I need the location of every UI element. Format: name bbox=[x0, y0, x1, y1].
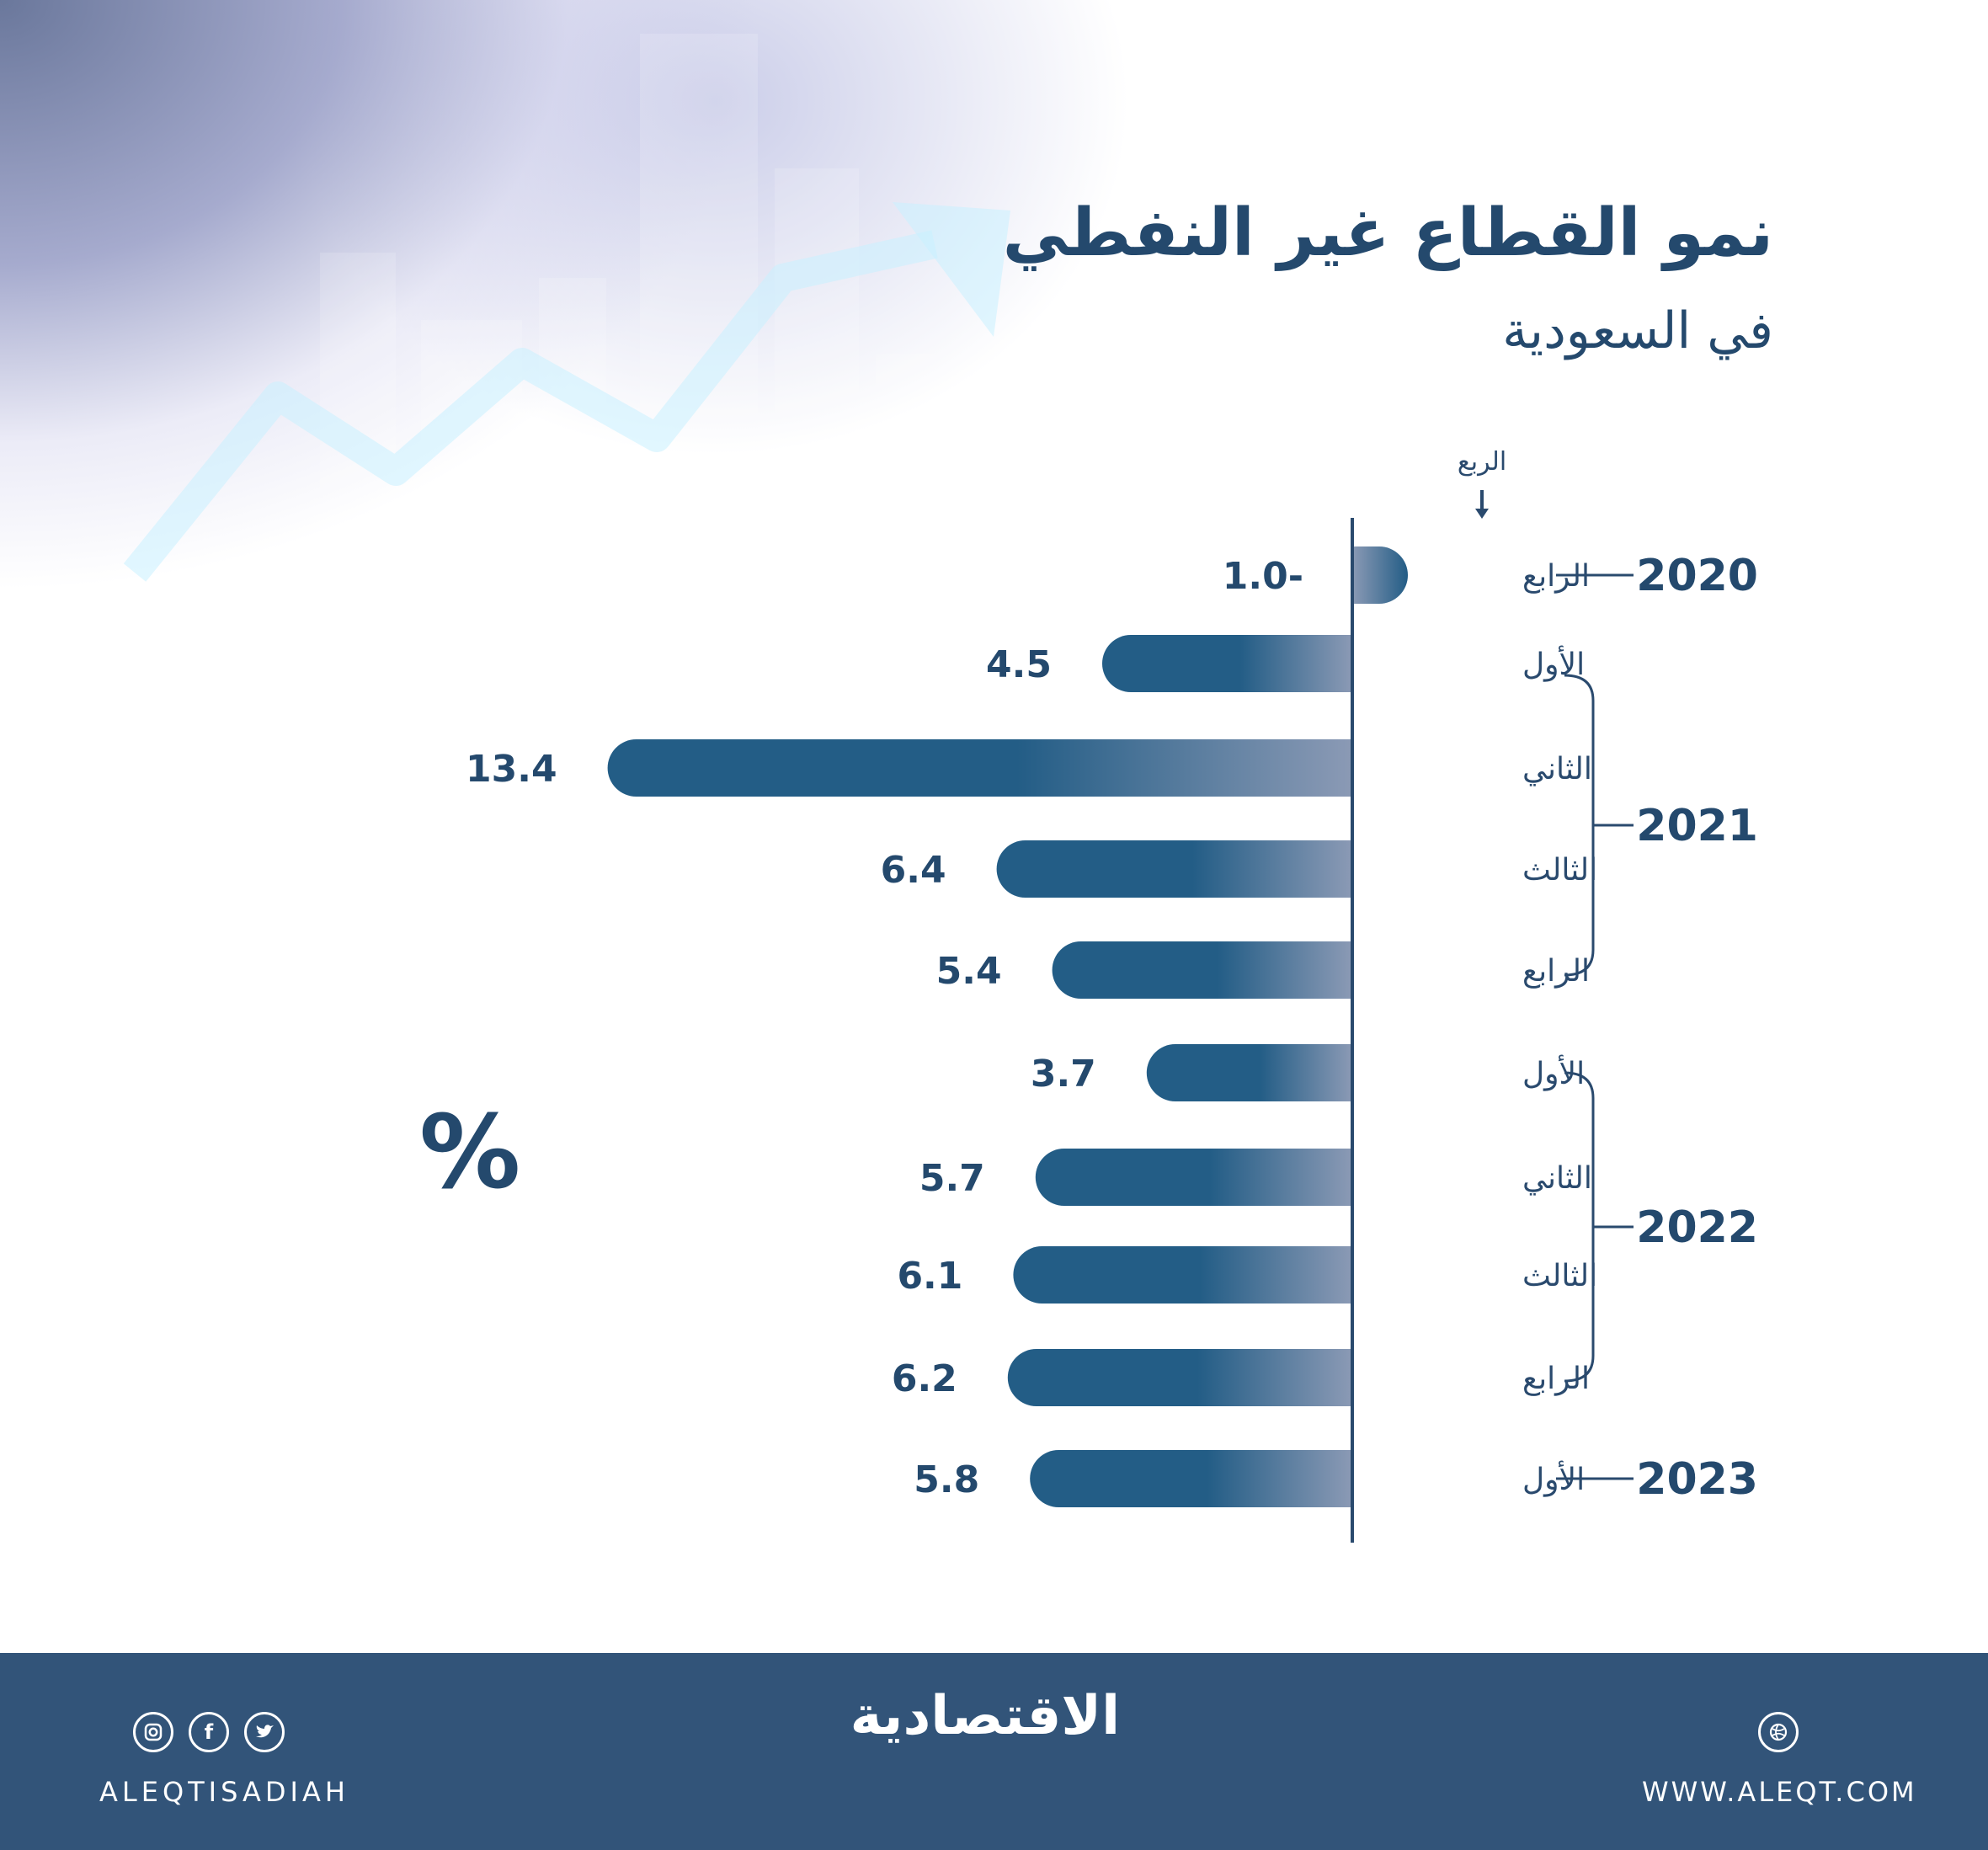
year-bracket bbox=[1564, 1071, 1634, 1383]
quarter-label: الثاني bbox=[1522, 752, 1592, 786]
quarter-label: الرابع bbox=[1522, 954, 1590, 989]
bar bbox=[1052, 941, 1352, 999]
bar-value-label: 13.4 bbox=[466, 748, 557, 791]
years-layer: 2020 2021 2022 2023 bbox=[1556, 551, 1758, 1505]
social-handle[interactable]: ALEQTISADIAH bbox=[99, 1776, 349, 1808]
twitter-icon[interactable] bbox=[244, 1712, 285, 1752]
bar bbox=[1030, 1450, 1352, 1507]
globe-icon[interactable] bbox=[1758, 1712, 1799, 1752]
bar-value-label: 3.7 bbox=[1031, 1053, 1096, 1096]
bar bbox=[607, 739, 1352, 797]
chart-title: نمو القطاع غير النفطي bbox=[1002, 195, 1773, 271]
bar-value-label: 5.8 bbox=[914, 1458, 979, 1501]
bar-value-label: 5.7 bbox=[919, 1157, 985, 1200]
year-label: 2022 bbox=[1636, 1202, 1758, 1253]
bar-value-label: 1.0- bbox=[1223, 555, 1303, 598]
bar bbox=[1007, 1349, 1352, 1406]
bar-value-label: 6.1 bbox=[897, 1255, 962, 1298]
year-label: 2023 bbox=[1636, 1454, 1758, 1505]
facebook-icon[interactable]: f bbox=[189, 1712, 229, 1752]
bar bbox=[1146, 1044, 1352, 1101]
unit-percent-sign: % bbox=[419, 1095, 521, 1212]
down-arrow-icon bbox=[1475, 490, 1489, 519]
quarter-label: الثاني bbox=[1522, 1161, 1592, 1196]
social-icons: f bbox=[133, 1712, 285, 1752]
bar-value-label: 4.5 bbox=[986, 643, 1052, 686]
bar-value-label: 6.4 bbox=[881, 849, 946, 892]
instagram-icon[interactable] bbox=[133, 1712, 173, 1752]
bar bbox=[1352, 546, 1408, 604]
year-label: 2020 bbox=[1636, 551, 1758, 601]
footer-bar: f ALEQTISADIAH الاقتصادية WWW.ALEQT.COM bbox=[0, 1653, 1988, 1850]
bar bbox=[996, 840, 1352, 898]
background-skyline-art bbox=[0, 0, 1263, 884]
quarter-label: الثالث bbox=[1522, 1259, 1597, 1293]
quarter-label: الثالث bbox=[1522, 853, 1597, 888]
bars-layer bbox=[607, 546, 1408, 1507]
bar bbox=[1035, 1149, 1352, 1206]
year-label: 2021 bbox=[1636, 801, 1758, 851]
website-url[interactable]: WWW.ALEQT.COM bbox=[1642, 1776, 1917, 1808]
bar bbox=[1102, 635, 1352, 692]
quarter-axis-header: الربع bbox=[1458, 447, 1506, 477]
year-bracket bbox=[1564, 674, 1634, 977]
bar-value-label: 5.4 bbox=[936, 950, 1002, 993]
brand-logo: الاقتصادية bbox=[850, 1685, 1120, 1747]
bar-value-label: 6.2 bbox=[892, 1357, 957, 1400]
chart-subtitle: في السعودية bbox=[1502, 301, 1773, 360]
bar bbox=[1013, 1246, 1352, 1304]
